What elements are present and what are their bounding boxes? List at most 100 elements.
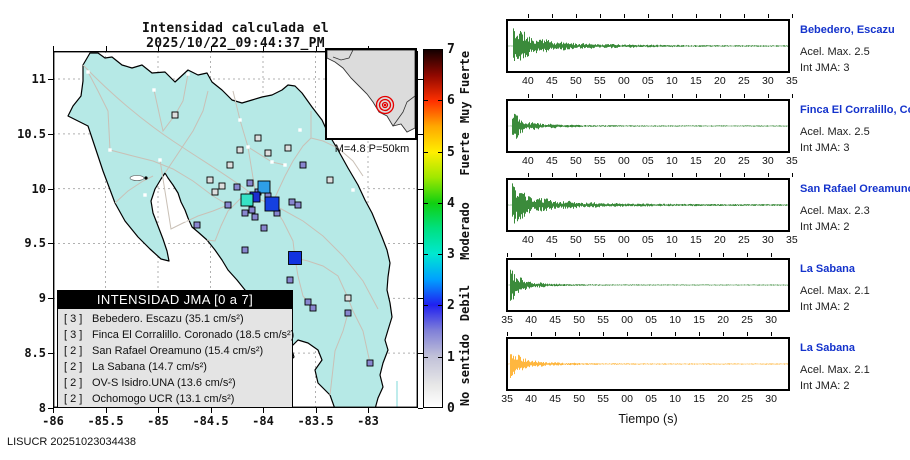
- lat-tick-mark: [418, 407, 423, 409]
- lat-tick-mark: [48, 353, 53, 355]
- panel-time-tick-label: 30: [765, 393, 777, 406]
- panel-time-tick-label: 20: [717, 313, 729, 326]
- panel-time-tick-label: 25: [741, 393, 753, 406]
- lon-tick-mark: [53, 408, 54, 413]
- station-marker: [193, 221, 201, 229]
- panel-top-tick: [743, 173, 745, 178]
- panel-top-tick: [623, 93, 625, 98]
- lat-tick-mark: [48, 243, 53, 245]
- epicenter-icon: [375, 95, 395, 115]
- lat-tick-label: 9.5: [24, 236, 46, 251]
- station-marker: [158, 158, 162, 162]
- seismogram-trace: [508, 28, 788, 61]
- colorbar-number: 1: [447, 349, 455, 365]
- panel-time-tick-label: 05: [645, 393, 657, 406]
- station-marker: [224, 201, 232, 209]
- colorbar-tick-mark: [438, 305, 442, 307]
- panel-top-tick: [675, 332, 677, 337]
- panel-time-tick-label: 50: [570, 234, 582, 247]
- lon-tick-label: -84.5: [192, 414, 229, 428]
- panel-time-tick-label: 45: [549, 393, 561, 406]
- lat-tick-mark: [48, 133, 53, 135]
- panel-time-tick-label: 15: [693, 313, 705, 326]
- panel-top-tick: [719, 93, 721, 98]
- station-marker: [304, 298, 312, 306]
- panel-time-tick-label: 40: [522, 75, 534, 87]
- panel-top-tick: [723, 332, 725, 337]
- lon-tick-label: -83: [357, 414, 379, 428]
- station-markers: [86, 70, 374, 367]
- colorbar-number: 5: [447, 144, 455, 160]
- station-marker: [233, 183, 241, 191]
- panel-top-tick: [579, 332, 581, 337]
- legend-jma-value: [ 2 ]: [64, 392, 83, 405]
- panel-top-tick: [531, 332, 533, 337]
- panel-top-tick: [791, 14, 793, 18]
- station-marker: [288, 198, 296, 206]
- station-marker: [240, 193, 254, 207]
- seismogram-trace: [508, 354, 788, 379]
- panel-time-tick-label: 10: [666, 154, 678, 167]
- station-marker: [238, 118, 242, 122]
- legend-jma-value: [ 3 ]: [64, 313, 83, 325]
- panel-top-tick: [575, 173, 577, 178]
- panel-top-tick: [627, 252, 629, 257]
- lat-tick-mark: [418, 188, 423, 190]
- lat-tick-mark: [418, 353, 423, 355]
- panel-time-tick-label: 15: [690, 154, 702, 167]
- panel-time-tick-label: 45: [549, 313, 561, 326]
- panel-top-tick: [767, 14, 769, 18]
- panel-time-tick-label: 40: [525, 313, 537, 326]
- panel-int-jma: Int JMA: 3: [800, 62, 850, 74]
- lat-tick-mark: [418, 243, 423, 245]
- panel-top-tick: [791, 173, 793, 178]
- station-marker: [284, 144, 292, 152]
- colorbar-tick-mark: [424, 305, 428, 307]
- panel-time-tick-label: 00: [618, 234, 630, 247]
- colorbar-number: 7: [447, 41, 455, 57]
- agency-timestamp: LISUCR 20251023034438: [7, 436, 137, 448]
- panel-time-tick-label: 45: [546, 234, 558, 247]
- station-marker: [344, 294, 352, 302]
- panel-top-tick: [551, 173, 553, 178]
- colorbar-tick-mark: [438, 100, 442, 102]
- station-marker: [236, 146, 244, 154]
- station-marker: [152, 88, 156, 92]
- station-marker: [86, 70, 90, 74]
- panel-top-tick: [723, 252, 725, 257]
- station-marker: [254, 134, 262, 142]
- panel-time-tick-label: 35: [786, 75, 798, 87]
- station-marker: [288, 251, 302, 265]
- panel-top-tick: [527, 173, 529, 178]
- time-axis-label: Tiempo (s): [618, 412, 678, 426]
- panel-time-tick-label: 50: [570, 154, 582, 167]
- panel-top-tick: [743, 93, 745, 98]
- station-marker: [211, 188, 219, 196]
- lat-tick-mark: [48, 79, 53, 80]
- station-marker: [186, 72, 190, 76]
- panel-top-tick: [699, 252, 701, 257]
- panel-top-tick: [743, 14, 745, 18]
- panel-time-tick-label: 35: [501, 313, 513, 326]
- legend-jma-value: [ 2 ]: [64, 376, 83, 389]
- panel-time-tick-label: 35: [786, 154, 798, 167]
- colorbar-number: 4: [447, 195, 455, 211]
- lat-tick-mark: [418, 298, 423, 300]
- station-marker: [206, 176, 214, 184]
- panel-time-tick-label: 55: [597, 393, 609, 406]
- panel-top-tick: [719, 14, 721, 18]
- station-marker: [366, 359, 374, 367]
- colorbar-category-label: No sentido: [458, 333, 472, 406]
- panel-top-tick: [695, 14, 697, 18]
- panel-top-tick: [767, 173, 769, 178]
- legend-jma-value: [ 2 ]: [64, 360, 83, 373]
- panel-top-tick: [719, 173, 721, 178]
- lon-tick-mark: [368, 408, 369, 413]
- panel-station-name: Bebedero, Escazu: [800, 24, 895, 36]
- panel-time-tick-label: 25: [741, 313, 753, 326]
- intensity-colorbar: [423, 49, 443, 408]
- lat-tick-label: 10.5: [17, 126, 46, 141]
- colorbar-category-label: Moderado: [458, 202, 472, 260]
- colorbar-number: 0: [447, 401, 455, 416]
- station-marker: [246, 179, 254, 187]
